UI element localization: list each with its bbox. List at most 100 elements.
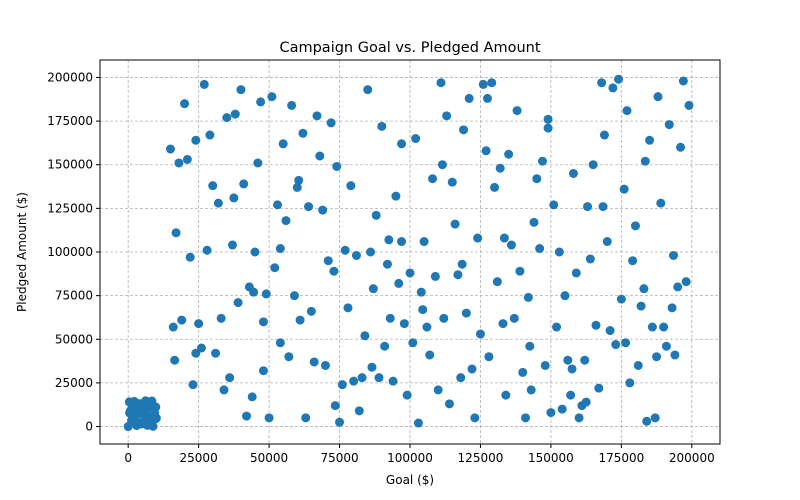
data-point xyxy=(287,100,297,110)
data-point xyxy=(374,373,384,383)
data-point xyxy=(515,266,525,276)
data-point xyxy=(523,292,533,302)
data-point xyxy=(459,125,469,135)
data-point xyxy=(397,139,407,149)
y-tick-label: 75000 xyxy=(55,289,93,303)
data-point xyxy=(188,380,198,390)
y-tick-label: 200000 xyxy=(47,70,93,84)
data-point xyxy=(298,128,308,138)
data-point xyxy=(292,182,302,192)
data-point xyxy=(470,413,480,423)
data-point xyxy=(320,360,330,370)
data-point xyxy=(560,291,570,301)
data-point xyxy=(397,237,407,247)
data-point xyxy=(591,320,601,330)
data-point xyxy=(382,259,392,269)
data-point xyxy=(444,399,454,409)
data-point xyxy=(664,120,674,130)
data-point xyxy=(180,99,190,109)
y-tick-label: 100000 xyxy=(47,245,93,259)
data-point xyxy=(650,413,660,423)
data-point xyxy=(185,252,195,262)
data-point xyxy=(230,109,240,119)
data-point xyxy=(499,233,509,243)
data-point xyxy=(405,268,415,278)
data-point xyxy=(205,130,215,140)
x-tick-label: 75000 xyxy=(320,451,358,465)
data-point xyxy=(177,315,187,325)
data-point xyxy=(653,92,663,102)
data-point xyxy=(384,235,394,245)
data-point xyxy=(216,313,226,323)
data-point xyxy=(182,154,192,164)
data-point xyxy=(501,390,511,400)
x-tick-label: 200000 xyxy=(669,451,715,465)
data-point xyxy=(343,303,353,313)
data-point xyxy=(598,202,608,212)
x-tick-label: 0 xyxy=(124,451,132,465)
data-point xyxy=(619,184,629,194)
data-point xyxy=(630,221,640,231)
data-point xyxy=(199,79,209,89)
data-point xyxy=(430,271,440,281)
data-point xyxy=(647,322,657,332)
data-point xyxy=(174,158,184,168)
data-point xyxy=(399,319,409,329)
y-axis: 0 25000 50000 75000 100000 125000 150000 175000… xyxy=(47,70,100,434)
data-point xyxy=(428,174,438,184)
x-tick-label: 100000 xyxy=(387,451,433,465)
data-point xyxy=(673,282,683,292)
data-point xyxy=(652,352,662,362)
data-point xyxy=(391,191,401,201)
data-point xyxy=(411,134,421,144)
data-point xyxy=(143,414,153,424)
data-point xyxy=(315,151,325,161)
data-point xyxy=(453,270,463,280)
data-point xyxy=(258,366,268,376)
data-point xyxy=(151,402,161,412)
data-point xyxy=(518,367,528,377)
data-point xyxy=(329,266,339,276)
data-point xyxy=(416,287,426,297)
data-point xyxy=(422,322,432,332)
data-point xyxy=(543,114,553,124)
data-point xyxy=(602,237,612,247)
data-point xyxy=(194,319,204,329)
data-point xyxy=(659,322,669,332)
data-point xyxy=(567,364,577,374)
data-point xyxy=(478,79,488,89)
data-point xyxy=(360,331,370,341)
data-point xyxy=(439,313,449,323)
data-point xyxy=(525,341,535,351)
chart-title: Campaign Goal vs. Pledged Amount xyxy=(279,40,540,56)
x-tick-label: 25000 xyxy=(180,451,218,465)
data-point xyxy=(419,237,429,247)
x-tick-label: 50000 xyxy=(250,451,288,465)
data-point xyxy=(504,149,514,159)
data-point xyxy=(349,376,359,386)
data-point xyxy=(495,163,505,173)
data-point xyxy=(168,322,178,332)
data-point xyxy=(357,373,367,383)
data-point xyxy=(222,113,232,123)
data-point xyxy=(227,240,237,250)
data-point xyxy=(326,118,336,128)
data-point xyxy=(669,250,678,260)
data-point xyxy=(506,240,516,250)
data-point xyxy=(546,408,556,418)
data-point xyxy=(377,121,387,131)
data-point xyxy=(633,360,643,370)
data-point xyxy=(535,244,545,254)
data-point xyxy=(129,396,139,406)
data-point xyxy=(250,247,260,257)
data-point xyxy=(642,416,652,426)
data-point xyxy=(294,175,304,185)
data-point xyxy=(133,419,143,429)
data-point xyxy=(256,97,266,107)
data-point xyxy=(137,405,147,415)
data-point xyxy=(211,348,221,358)
data-point xyxy=(141,396,151,406)
data-point xyxy=(281,216,291,226)
data-point xyxy=(667,303,677,313)
